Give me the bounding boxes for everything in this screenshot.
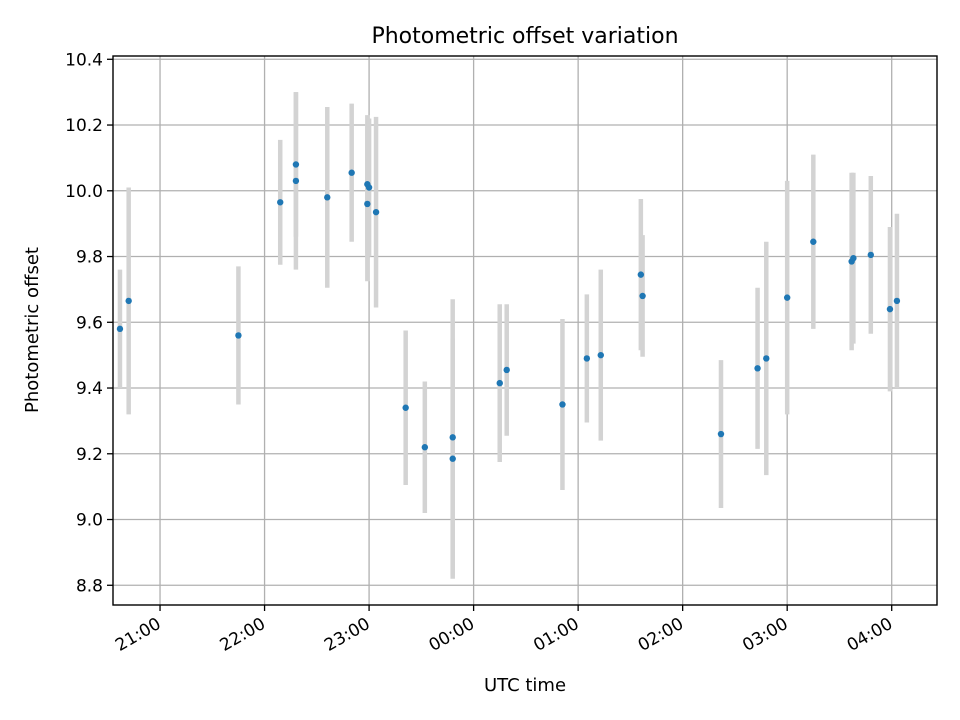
data-point xyxy=(372,208,380,216)
data-point xyxy=(277,199,284,206)
axis-ticks: 21:00 22:00 23:00 00:00 01:00 02:00 03:00 04:00… xyxy=(65,50,896,656)
data-point xyxy=(893,297,901,305)
y-tick-label: 8.8 xyxy=(76,576,103,596)
y-tick-label: 9.2 xyxy=(76,445,103,465)
y-tick-label: 10.2 xyxy=(65,116,103,136)
y-tick-label: 10.0 xyxy=(65,182,103,202)
data-point xyxy=(324,194,331,201)
data-point xyxy=(364,200,371,208)
y-tick-label: 9.8 xyxy=(76,248,103,268)
x-tick-label: 02:00 xyxy=(635,614,687,656)
data-point xyxy=(125,297,132,305)
data-point xyxy=(292,161,300,168)
data-point xyxy=(348,169,355,176)
data-point xyxy=(449,434,456,441)
data-point xyxy=(583,355,591,362)
y-tick-label: 9.0 xyxy=(76,511,103,531)
x-axis-label: UTC time xyxy=(484,675,566,696)
data-point xyxy=(850,254,857,262)
x-tick-label: 00:00 xyxy=(426,614,478,656)
plot-frame xyxy=(112,55,938,606)
data-point xyxy=(783,294,791,301)
chart-title: Photometric offset variation xyxy=(371,24,678,49)
data-point xyxy=(292,177,300,185)
data-point xyxy=(421,444,429,451)
data-point xyxy=(810,238,817,245)
y-tick-label: 9.6 xyxy=(76,313,103,333)
x-tick-label: 03:00 xyxy=(739,614,791,656)
x-tick-label: 21:00 xyxy=(112,614,164,656)
y-tick-label: 9.4 xyxy=(76,379,103,399)
data-point xyxy=(886,305,894,313)
data-point xyxy=(754,365,761,372)
data-point xyxy=(235,332,242,339)
data-point xyxy=(763,355,770,362)
y-axis-label: Photometric offset xyxy=(22,247,43,413)
data-point xyxy=(402,404,409,411)
x-tick-label: 01:00 xyxy=(530,614,582,656)
data-point xyxy=(116,325,124,333)
y-tick-label: 10.4 xyxy=(65,50,103,70)
data-point xyxy=(496,379,503,387)
data-point xyxy=(503,366,510,374)
data-points xyxy=(116,161,901,462)
data-point xyxy=(597,351,604,359)
data-point xyxy=(365,184,373,191)
x-tick-label: 23:00 xyxy=(321,614,373,656)
data-point xyxy=(717,430,725,438)
data-point xyxy=(449,455,456,462)
x-tick-label: 22:00 xyxy=(217,614,269,656)
data-point xyxy=(639,292,646,300)
data-point xyxy=(637,271,645,278)
data-point xyxy=(559,401,566,408)
data-point xyxy=(867,251,875,259)
x-tick-label: 04:00 xyxy=(844,614,896,656)
grid xyxy=(113,56,937,605)
